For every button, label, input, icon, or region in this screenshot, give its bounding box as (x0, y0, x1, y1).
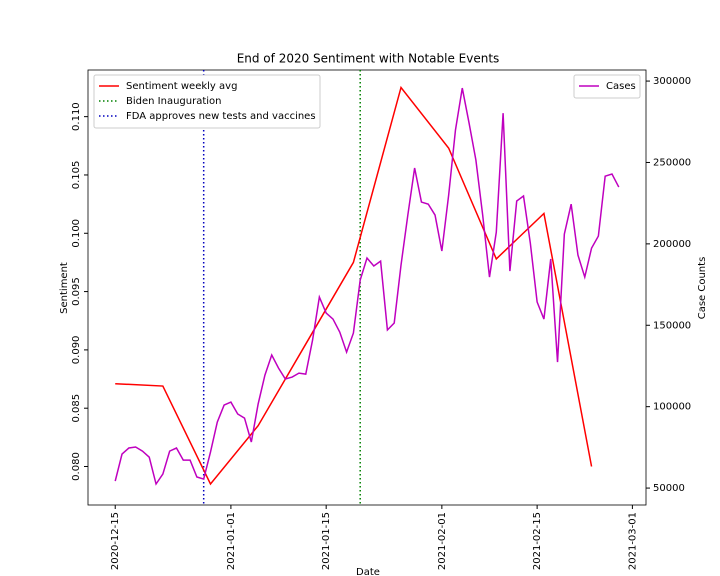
y2-tick-label: 100000 (653, 402, 691, 413)
y2-tick-label: 200000 (653, 239, 691, 250)
y-tick-label: 0.085 (71, 394, 82, 423)
plot-frame (87, 69, 647, 506)
y2-tick-label: 250000 (653, 157, 691, 168)
y-tick-label: 0.090 (71, 336, 82, 365)
y-tick-label: 0.080 (71, 452, 82, 481)
series-line (114, 87, 620, 486)
y2-axis-label: Case Counts (697, 257, 708, 320)
legend-label: Biden Inauguration (126, 96, 222, 107)
y-axis-label: Sentiment (59, 262, 70, 314)
legend-label: Cases (606, 81, 636, 92)
x-axis-label: Date (356, 567, 380, 576)
x-tick-label: 2020-12-15 (110, 512, 121, 570)
y-tick-label: 0.110 (71, 102, 82, 131)
y-tick-label: 0.105 (71, 161, 82, 190)
x-tick-label: 2021-01-01 (226, 512, 237, 570)
legend-label: Sentiment weekly avg (126, 81, 237, 92)
y2-tick-label: 150000 (653, 320, 691, 331)
y-tick-label: 0.095 (71, 277, 82, 306)
legend-box (93, 74, 321, 129)
y2-tick-label: 50000 (653, 483, 685, 494)
y2-tick-label: 300000 (653, 76, 691, 87)
legend-box (573, 74, 641, 99)
x-tick-label: 2021-02-15 (532, 512, 543, 570)
x-tick-label: 2021-03-01 (627, 512, 638, 570)
y-tick-label: 0.100 (71, 219, 82, 248)
x-tick-label: 2021-02-01 (437, 512, 448, 570)
legend-label: FDA approves new tests and vaccines (126, 111, 316, 122)
x-tick-label: 2021-01-15 (321, 512, 332, 570)
chart-title: End of 2020 Sentiment with Notable Event… (237, 52, 500, 66)
